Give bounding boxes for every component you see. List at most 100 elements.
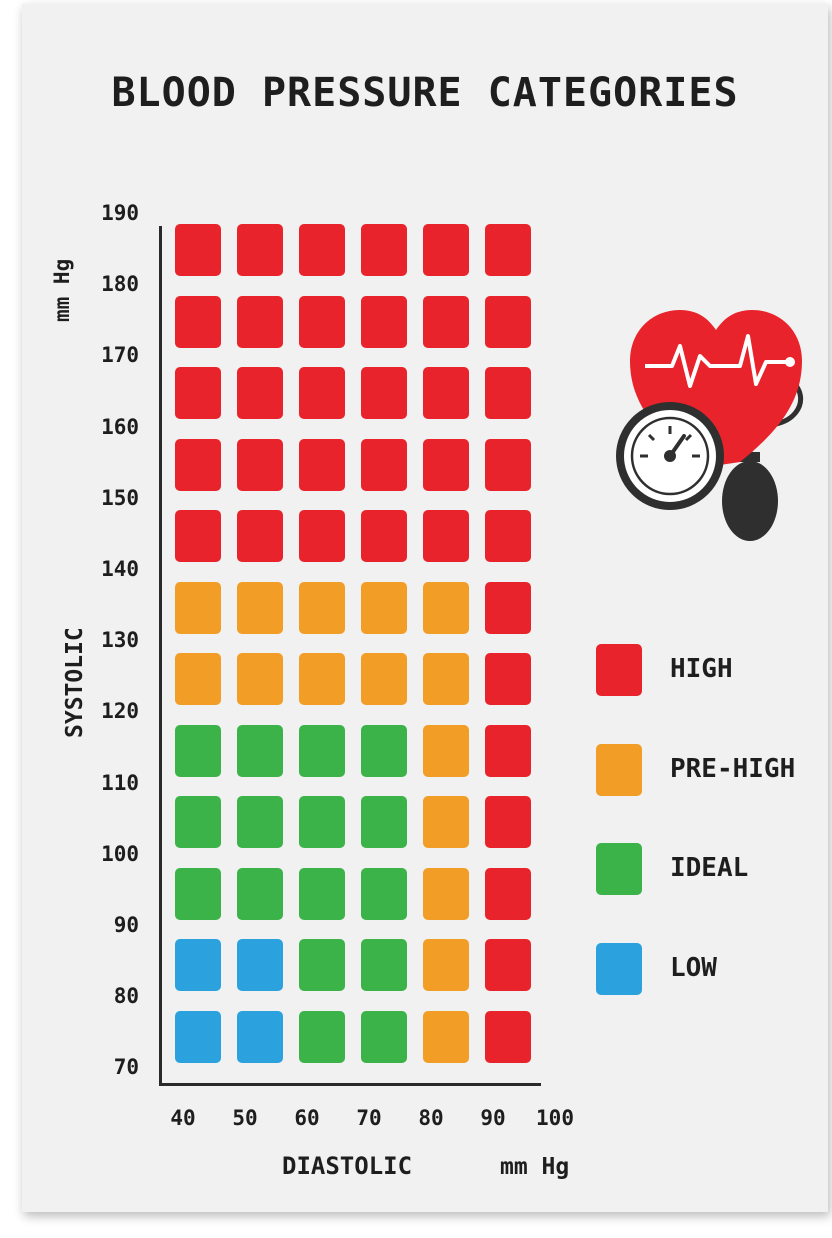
y-tick-label: 120	[101, 699, 139, 724]
cell-70-50	[237, 1010, 283, 1063]
cell-170-40	[175, 295, 221, 348]
cell-180-90	[485, 224, 531, 276]
cell-100-70	[361, 796, 407, 848]
cell-100-60	[299, 796, 345, 848]
cell-170-80	[423, 295, 469, 348]
cell-150-90	[485, 438, 531, 491]
x-tick-label: 50	[232, 1106, 258, 1130]
legend-swatch-pre-high	[596, 743, 642, 796]
x-axis-unit: mm Hg	[500, 1154, 570, 1180]
cell-170-60	[299, 295, 345, 348]
cell-160-70	[361, 367, 407, 419]
cell-180-80	[423, 224, 469, 276]
cell-140-70	[361, 510, 407, 562]
cell-70-40	[175, 1010, 221, 1063]
cell-140-40	[175, 510, 221, 562]
x-tick-label: 40	[170, 1106, 196, 1130]
cell-130-60	[299, 581, 345, 634]
cell-180-60	[299, 224, 345, 276]
cell-80-70	[361, 939, 407, 991]
y-axis-line	[159, 226, 162, 1086]
legend-label-pre-high: PRE-HIGH	[670, 753, 796, 784]
legend-swatch-high	[596, 644, 642, 696]
legend-swatch-ideal	[596, 843, 642, 895]
legend-label-high: HIGH	[670, 654, 733, 684]
chart-title: BLOOD PRESSURE CATEGORIES	[111, 70, 739, 116]
cell-80-40	[175, 939, 221, 991]
cell-90-60	[299, 867, 345, 920]
cell-70-60	[299, 1010, 345, 1063]
cell-160-80	[423, 367, 469, 419]
cell-150-40	[175, 438, 221, 491]
cell-110-80	[423, 724, 469, 777]
cell-110-60	[299, 724, 345, 777]
cell-150-80	[423, 438, 469, 491]
cell-120-70	[361, 653, 407, 705]
cell-180-50	[237, 224, 283, 276]
y-tick-label: 190	[101, 201, 139, 225]
cell-120-90	[485, 653, 531, 705]
cell-90-40	[175, 867, 221, 920]
cell-110-70	[361, 724, 407, 777]
cell-170-70	[361, 295, 407, 348]
legend-label-ideal: IDEAL	[670, 853, 749, 883]
cell-100-90	[485, 796, 531, 848]
cell-150-50	[237, 438, 283, 491]
cell-140-80	[423, 510, 469, 562]
cell-140-50	[237, 510, 283, 562]
x-tick-label: 90	[480, 1106, 506, 1130]
cell-100-50	[237, 796, 283, 848]
blood-pressure-illustration	[616, 310, 803, 541]
cell-130-70	[361, 581, 407, 634]
cell-90-70	[361, 867, 407, 920]
y-tick-label: 140	[101, 557, 139, 581]
cell-90-50	[237, 867, 283, 920]
cell-150-70	[361, 438, 407, 491]
cell-140-90	[485, 510, 531, 562]
pressure-gauge-icon	[616, 402, 724, 510]
y-tick-label: 130	[101, 628, 139, 653]
x-tick-label: 100	[536, 1106, 574, 1130]
cell-110-90	[485, 724, 531, 777]
cell-140-60	[299, 510, 345, 562]
legend-label-low: LOW	[670, 952, 717, 983]
cell-70-90	[485, 1010, 531, 1063]
y-tick-label: 80	[113, 984, 139, 1009]
x-tick-label: 60	[294, 1106, 320, 1130]
cell-130-40	[175, 581, 221, 634]
cell-100-40	[175, 796, 221, 848]
cell-110-40	[175, 724, 221, 777]
cell-160-50	[237, 367, 283, 419]
cell-90-80	[423, 867, 469, 920]
cell-120-80	[423, 653, 469, 705]
cell-130-90	[485, 581, 531, 634]
y-tick-label: 90	[113, 913, 139, 937]
x-axis-line	[159, 1083, 541, 1086]
cell-80-80	[423, 939, 469, 991]
cell-160-60	[299, 367, 345, 419]
cell-170-90	[485, 295, 531, 348]
cell-120-60	[299, 653, 345, 705]
y-tick-label: 110	[101, 770, 139, 795]
cell-180-40	[175, 224, 221, 276]
y-tick-label: 150	[101, 485, 139, 510]
y-axis-unit-wrap: mm Hg	[50, 259, 74, 322]
cell-80-90	[485, 939, 531, 991]
cell-90-90	[485, 867, 531, 920]
legend-swatch-low	[596, 942, 642, 995]
cell-80-50	[237, 939, 283, 991]
cell-130-80	[423, 581, 469, 634]
x-axis-title: DIASTOLIC	[282, 1152, 413, 1180]
cell-120-50	[237, 653, 283, 705]
y-tick-label: 70	[113, 1055, 139, 1080]
cell-110-50	[237, 724, 283, 777]
y-axis-unit: mm Hg	[50, 258, 74, 322]
y-tick-label: 170	[101, 343, 139, 368]
y-tick-label: 100	[101, 841, 139, 866]
x-tick-label: 70	[356, 1106, 382, 1130]
cell-160-40	[175, 367, 221, 419]
poster: BLOOD PRESSURE CATEGORIES SYSTOLIC mm Hg…	[22, 4, 828, 1212]
cell-130-50	[237, 581, 283, 634]
y-tick-label: 160	[101, 414, 139, 439]
cell-160-90	[485, 367, 531, 419]
